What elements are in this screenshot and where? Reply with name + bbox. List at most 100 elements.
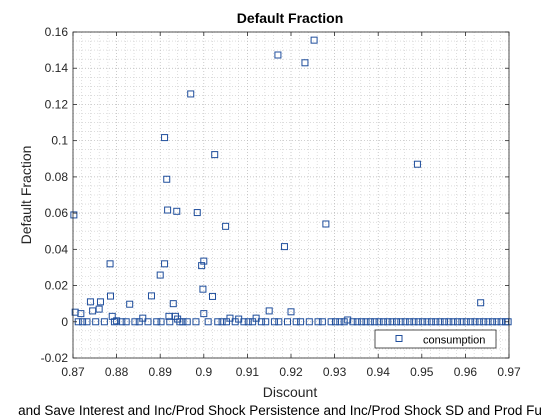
data-point [147, 292, 155, 300]
data-point [165, 312, 173, 320]
data-point [401, 318, 409, 326]
x-axis-label: Discount [263, 384, 318, 400]
data-point [371, 318, 379, 326]
y-tick-labels: -0.02 0 0.02 0.04 0.06 0.08 0.1 0.12 0.14 0.16 [41, 25, 69, 365]
data-point [144, 318, 152, 326]
data-point [362, 318, 370, 326]
data-point [388, 318, 396, 326]
y-tick-label: 0.14 [45, 61, 69, 75]
data-point [432, 318, 440, 326]
x-tick-label: 0.97 [497, 365, 521, 379]
data-point [257, 318, 265, 326]
data-point [95, 305, 103, 313]
data-point [301, 59, 309, 67]
data-point [118, 318, 126, 326]
data-point [187, 90, 195, 98]
data-point [89, 307, 97, 315]
data-point [199, 285, 207, 293]
data-point [375, 318, 383, 326]
x-tick-label: 0.9 [195, 365, 212, 379]
data-point [477, 299, 485, 307]
data-point [406, 318, 414, 326]
data-point [497, 318, 505, 326]
x-tick-label: 0.88 [105, 365, 129, 379]
y-axis-label: Default Fraction [18, 146, 34, 245]
data-point [493, 318, 501, 326]
data-point [161, 260, 169, 268]
data-point [214, 318, 222, 326]
data-point [462, 318, 470, 326]
data-point [270, 318, 278, 326]
axis-ticks [72, 31, 510, 359]
data-point [164, 206, 172, 214]
data-point [284, 318, 292, 326]
data-point [240, 318, 248, 326]
x-tick-label: 0.93 [323, 365, 347, 379]
data-point [475, 318, 483, 326]
data-point [77, 310, 85, 318]
data-point [274, 51, 282, 59]
data-point [280, 243, 288, 251]
legend-marker-icon [395, 335, 403, 342]
data-point [153, 318, 161, 326]
data-point [471, 318, 479, 326]
data-point [211, 151, 219, 159]
y-tick-label: 0.1 [51, 134, 68, 148]
data-point [193, 209, 201, 217]
data-point [79, 318, 87, 326]
data-point [92, 318, 100, 326]
x-tick-label: 0.94 [367, 365, 391, 379]
data-point [287, 308, 295, 316]
data-point [336, 318, 344, 326]
data-point [231, 318, 239, 326]
data-point [183, 318, 191, 326]
data-point [222, 318, 230, 326]
data-point [163, 175, 171, 183]
data-point [379, 318, 387, 326]
data-point [275, 318, 283, 326]
data-point [200, 257, 208, 265]
data-point [393, 318, 401, 326]
data-point [157, 318, 165, 326]
data-point [262, 318, 270, 326]
chart-title: Default Fraction [237, 10, 344, 26]
data-point [353, 318, 361, 326]
data-point [318, 318, 326, 326]
data-point [244, 318, 252, 326]
data-point [488, 318, 496, 326]
data-point [106, 292, 114, 300]
data-point [423, 318, 431, 326]
data-point [480, 318, 488, 326]
data-point [200, 310, 208, 318]
data-point [314, 318, 322, 326]
data-point [449, 318, 457, 326]
data-point [419, 318, 427, 326]
data-point [413, 160, 421, 168]
data-point [427, 318, 435, 326]
data-point [86, 298, 94, 306]
data-point [222, 222, 230, 230]
x-tick-label: 0.89 [149, 365, 173, 379]
x-tick-label: 0.95 [410, 365, 434, 379]
data-point [156, 271, 164, 279]
data-point [436, 318, 444, 326]
legend-box [374, 329, 497, 349]
data-point [122, 318, 130, 326]
data-point [131, 318, 139, 326]
y-tick-label: 0.02 [45, 279, 69, 293]
data-point [265, 307, 273, 315]
data-point [310, 36, 318, 44]
y-tick-label: 0.04 [45, 242, 69, 256]
x-tick-label: 0.92 [279, 365, 303, 379]
figure-caption: and Save Interest and Inc/Prod Shock Per… [18, 403, 542, 418]
data-point [327, 318, 335, 326]
data-point [108, 312, 116, 320]
data-point [135, 318, 143, 326]
data-point [192, 318, 200, 326]
x-tick-label: 0.91 [236, 365, 260, 379]
data-point [349, 318, 357, 326]
data-point [440, 318, 448, 326]
data-point [410, 318, 418, 326]
data-point [161, 134, 169, 142]
